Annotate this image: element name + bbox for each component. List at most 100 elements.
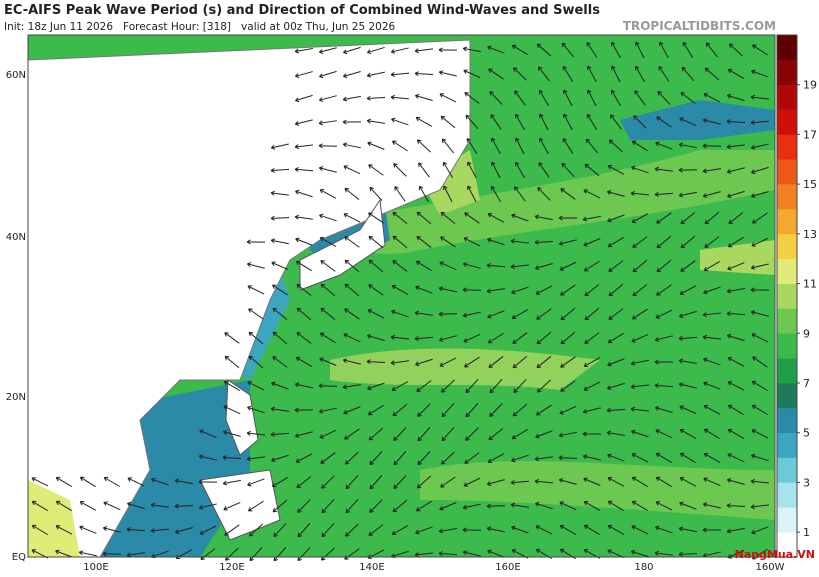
direction-arrow (561, 42, 575, 58)
direction-arrow (679, 452, 696, 464)
direction-arrow (635, 41, 645, 59)
direction-arrow (366, 359, 386, 365)
direction-arrow (511, 213, 529, 222)
direction-arrow (727, 190, 745, 199)
direction-arrow (702, 527, 722, 533)
direction-arrow (297, 522, 311, 538)
direction-arrow (654, 383, 674, 389)
direction-arrow (272, 284, 288, 296)
direction-arrow (392, 260, 408, 272)
direction-arrow (654, 359, 674, 365)
direction-arrow (224, 355, 240, 369)
direction-arrow (558, 478, 577, 485)
direction-arrow (559, 524, 577, 535)
direction-arrow (703, 357, 721, 366)
direction-arrow (441, 138, 455, 154)
direction-arrow (294, 144, 313, 150)
direction-arrow (560, 188, 576, 200)
direction-arrow (727, 357, 745, 367)
direction-arrow (415, 116, 433, 127)
direction-arrow (680, 91, 696, 104)
direction-arrow (414, 552, 434, 558)
direction-arrow (631, 429, 649, 438)
direction-arrow (489, 90, 503, 105)
colorbar-label: 7 (803, 377, 810, 390)
direction-arrow (584, 332, 600, 344)
direction-arrow (393, 163, 407, 177)
direction-arrow (726, 503, 746, 509)
direction-arrow (487, 213, 505, 223)
direction-arrow (584, 163, 600, 177)
direction-arrow (752, 356, 768, 368)
direction-arrow (414, 93, 433, 101)
direction-arrow (751, 333, 769, 343)
direction-arrow (222, 479, 241, 486)
direction-arrow (198, 454, 217, 461)
direction-arrow (366, 118, 385, 124)
direction-arrow (345, 498, 359, 514)
direction-arrow (655, 141, 673, 150)
direction-arrow (726, 527, 745, 534)
direction-arrow (367, 404, 384, 416)
lon-label: 100E (83, 562, 108, 573)
direction-arrow (463, 69, 481, 79)
direction-arrow (489, 378, 503, 394)
direction-arrow (345, 474, 359, 490)
direction-arrow (563, 89, 573, 107)
direction-arrow (631, 140, 648, 152)
direction-arrow (560, 307, 576, 321)
direction-arrow (270, 167, 290, 173)
direction-arrow (319, 236, 337, 247)
direction-arrow (751, 526, 769, 535)
direction-arrow (246, 262, 265, 269)
colorbar-segment (777, 482, 797, 508)
direction-arrow (248, 331, 264, 345)
direction-arrow (390, 72, 410, 78)
direction-arrow (248, 308, 264, 320)
direction-arrow (608, 260, 624, 272)
direction-arrow (321, 475, 335, 489)
colorbar-segment (777, 333, 797, 359)
direction-arrow (491, 137, 501, 155)
direction-arrow (247, 405, 265, 414)
direction-arrow (752, 212, 768, 224)
direction-arrow (391, 140, 408, 152)
direction-arrow (539, 137, 549, 155)
direction-arrow (586, 113, 598, 130)
direction-arrow (392, 403, 408, 417)
direction-arrow (486, 526, 505, 533)
direction-arrow (535, 430, 553, 439)
direction-arrow (248, 355, 264, 369)
direction-arrow (560, 356, 576, 368)
direction-arrow (270, 238, 289, 245)
direction-arrow (246, 430, 266, 436)
direction-arrow (464, 212, 480, 224)
direction-arrow (630, 190, 650, 196)
direction-arrow (418, 162, 430, 178)
direction-arrow (319, 429, 337, 439)
direction-arrow (318, 95, 337, 102)
direction-arrow (295, 356, 312, 368)
direction-arrow (440, 476, 456, 488)
direction-arrow (247, 285, 265, 295)
lon-label: 180 (634, 562, 653, 573)
direction-arrow (539, 113, 549, 131)
direction-arrow (607, 382, 625, 391)
direction-arrow (417, 451, 431, 466)
direction-arrow (606, 190, 625, 197)
direction-arrow (703, 428, 720, 440)
direction-arrow (294, 407, 314, 413)
direction-arrow (414, 71, 434, 77)
direction-arrow (678, 335, 698, 341)
direction-arrow (31, 500, 48, 512)
direction-arrow (103, 476, 121, 487)
lon-label: 120E (219, 562, 244, 573)
colorbar-segment (777, 358, 797, 384)
direction-arrow (369, 186, 383, 201)
direction-arrow (610, 89, 621, 107)
direction-arrow (514, 161, 525, 179)
direction-arrow (727, 93, 745, 102)
direction-arrow (318, 166, 337, 173)
direction-arrow (536, 43, 552, 57)
